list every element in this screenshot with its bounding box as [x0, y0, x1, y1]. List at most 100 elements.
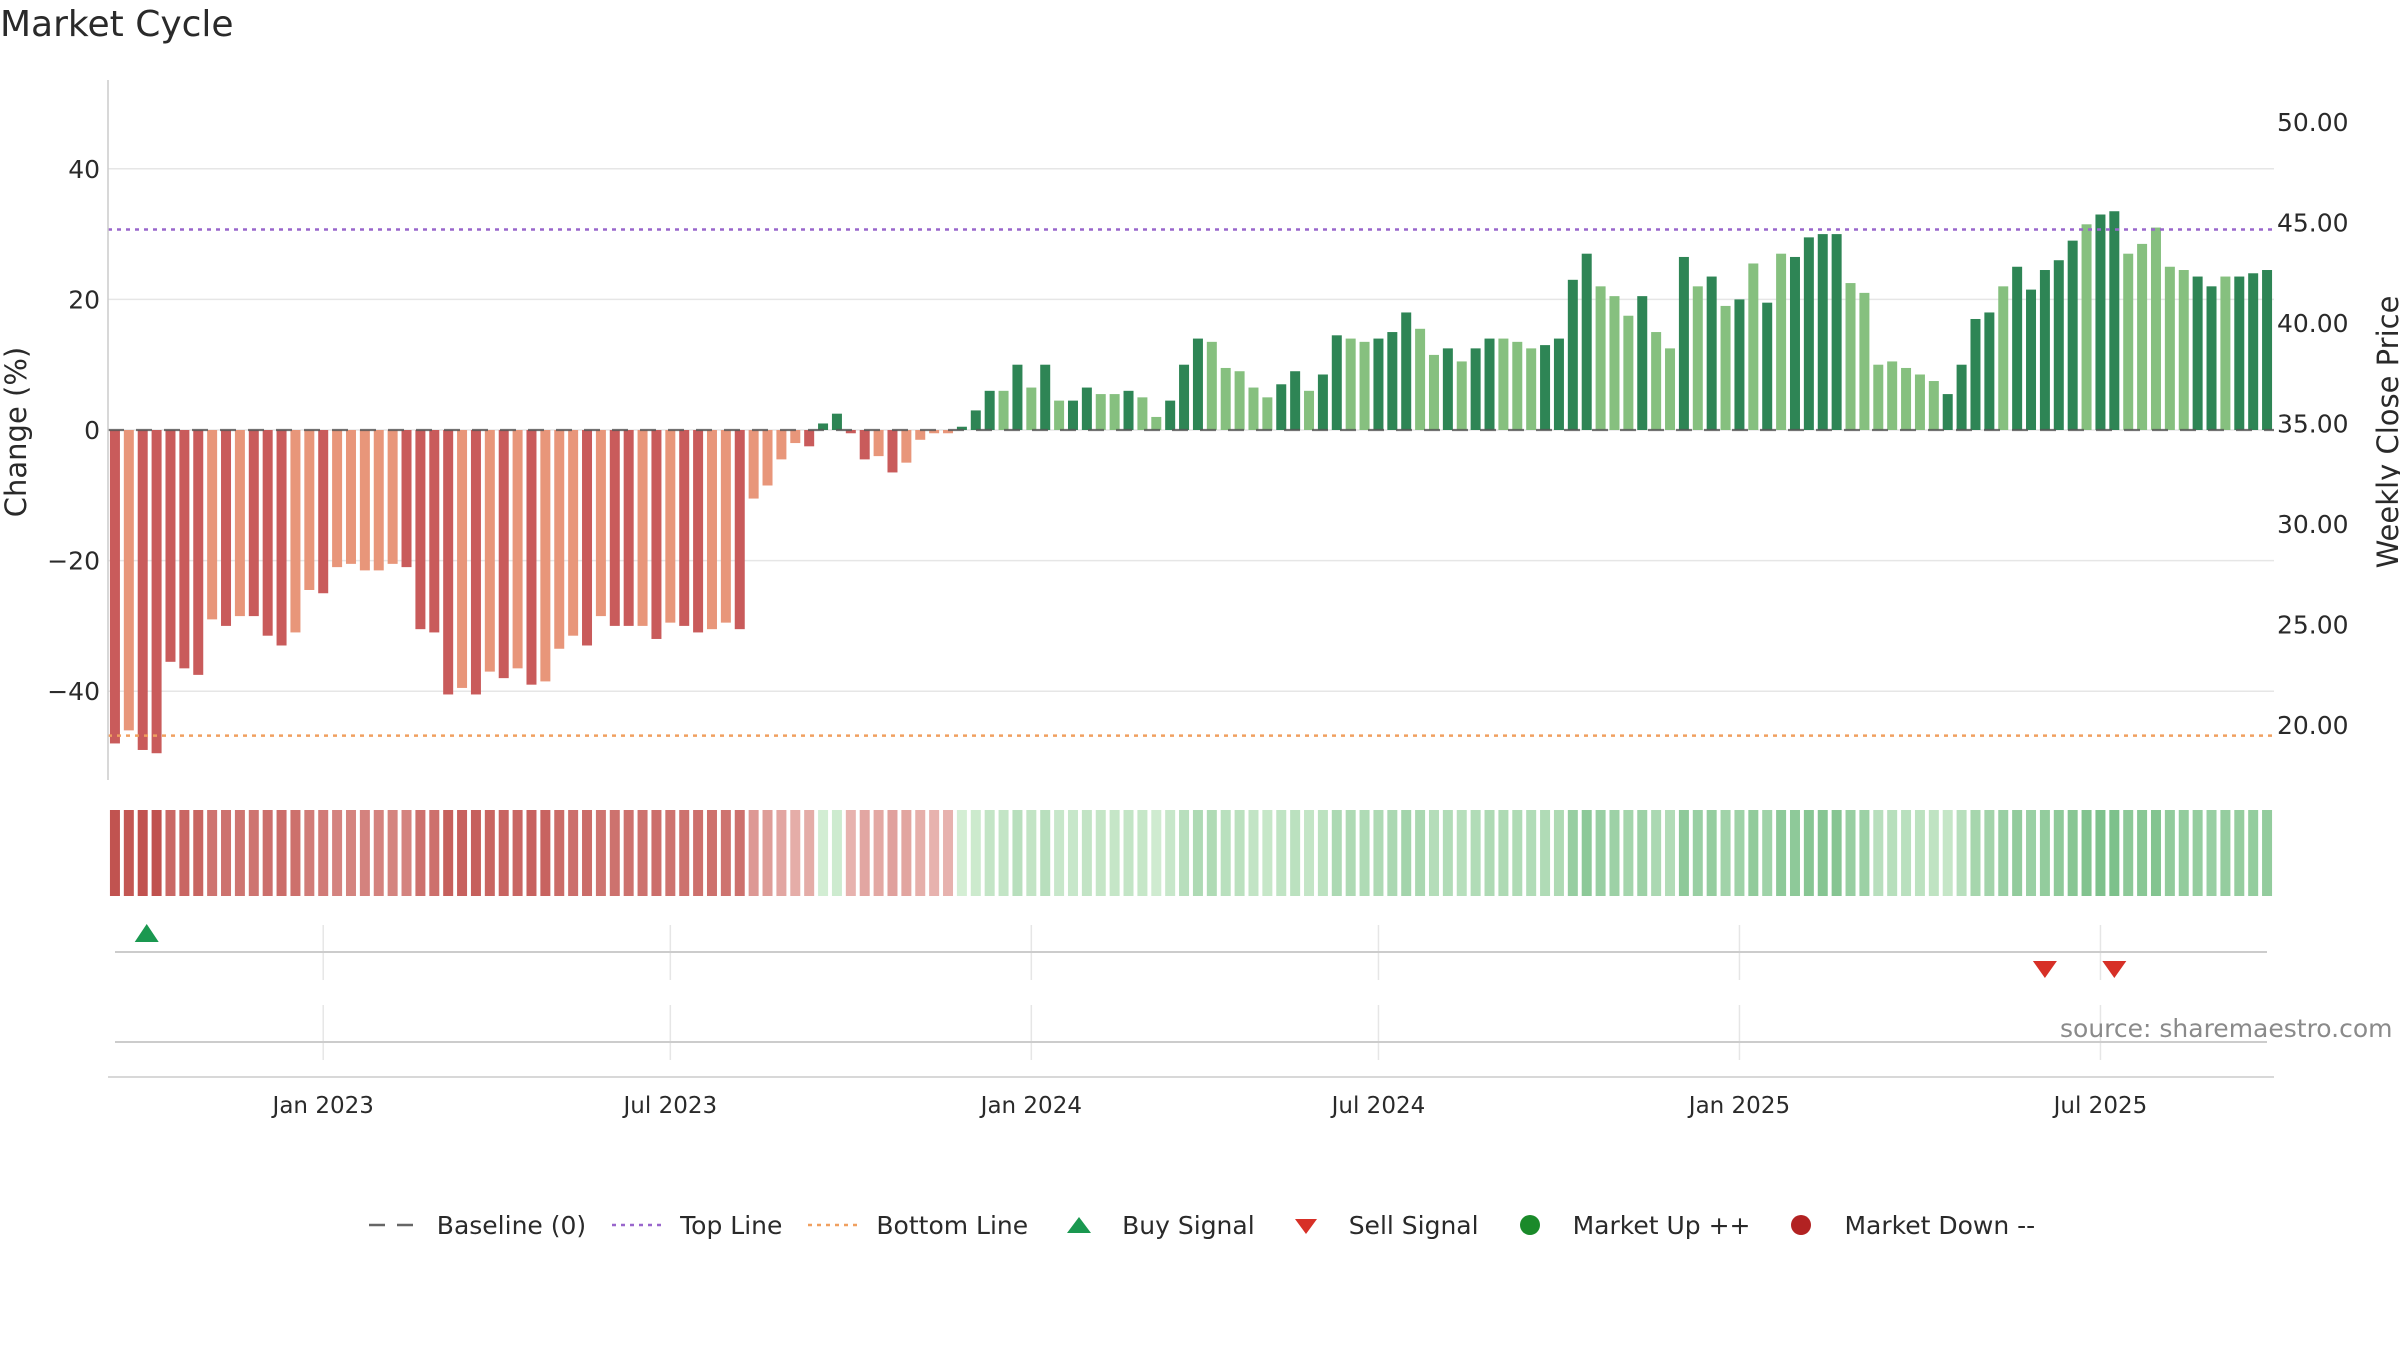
axes: 40 20 0 −20 −40 50.00 45.00 40.00 35.00 30.00 25.0…	[47, 80, 2349, 1119]
legend-label: Sell Signal	[1348, 1210, 1479, 1240]
bars	[109, 211, 2273, 754]
bar	[1387, 332, 1398, 430]
bar	[1304, 390, 1315, 430]
legend-symbol-triangle-up-green	[1067, 1217, 1092, 1233]
heat-strip-cell	[1762, 810, 1773, 896]
heat-strip-cell	[1914, 810, 1925, 896]
bar	[1762, 302, 1773, 430]
heat-strip-cell	[262, 810, 273, 896]
heat-strip-cell	[665, 810, 676, 896]
bar	[1776, 253, 1787, 430]
bar	[2109, 211, 2120, 430]
bar	[248, 430, 259, 617]
heat-strip-cell	[1512, 810, 1523, 896]
heat-strip-cell	[915, 810, 926, 896]
bar	[1720, 305, 1731, 430]
heat-strip-cell	[1456, 810, 1467, 896]
bar	[165, 430, 176, 662]
heat-strip-cell	[1984, 810, 1995, 896]
heat-strip-cell	[1345, 810, 1356, 896]
heat-strip-cell	[1137, 810, 1148, 896]
heat-strip-cell	[1054, 810, 1065, 896]
heat-strip-cell	[1609, 810, 1620, 896]
bar	[2150, 227, 2161, 430]
bar	[554, 430, 565, 649]
heat-strip-cell	[2081, 810, 2092, 896]
heat-strip-cell	[2053, 810, 2064, 896]
bar	[568, 430, 579, 636]
heat-strip-cell	[1359, 810, 1370, 896]
bar	[470, 430, 481, 695]
x-tick-label: Jan 2023	[271, 1093, 374, 1119]
bar	[873, 430, 884, 457]
bar	[1803, 237, 1814, 430]
heat-strip-cell	[359, 810, 370, 896]
heat-strip-cell	[2220, 810, 2231, 896]
bar	[2248, 273, 2259, 430]
bar	[1151, 416, 1162, 430]
bar	[748, 430, 759, 499]
heat-strip-cell	[1651, 810, 1662, 896]
heat-strip-cell	[1095, 810, 1106, 896]
bar	[582, 430, 593, 646]
heat-strip-cell	[2262, 810, 2273, 896]
heat-strip-cell	[1428, 810, 1439, 896]
heat-strip-cell	[859, 810, 870, 896]
heat-strip-cell	[1706, 810, 1717, 896]
heat-strip-cell	[1165, 810, 1176, 896]
bar	[1942, 394, 1953, 430]
heat-strip-cell	[484, 810, 495, 896]
legend: Baseline (0) Top Line Bottom Line Buy Signa…	[0, 1200, 2400, 1250]
heat-strip-cell	[1220, 810, 1231, 896]
bar	[1581, 253, 1592, 430]
bar	[845, 430, 856, 434]
heat-strip-cell	[1206, 810, 1217, 896]
bar	[693, 430, 704, 633]
bar	[401, 430, 412, 568]
heat-strip-cell	[2178, 810, 2189, 896]
heat-strip-cell	[151, 810, 162, 896]
heat-strip-cell	[1734, 810, 1745, 896]
heat-strip-cell	[2192, 810, 2203, 896]
heat-strip-cell	[1401, 810, 1412, 896]
heat-strip-cell	[1192, 810, 1203, 896]
heat-strip-cell	[1026, 810, 1037, 896]
heat-strip-cell	[526, 810, 537, 896]
bar	[2026, 289, 2037, 430]
bar	[512, 430, 523, 669]
bar	[1623, 315, 1634, 430]
legend-label: Buy Signal	[1122, 1210, 1255, 1240]
heat-strip-cell	[762, 810, 773, 896]
heat-strip-cell	[1387, 810, 1398, 896]
heat-strip-cell	[498, 810, 509, 896]
legend-item: Top Line	[608, 1211, 782, 1240]
bar	[1331, 335, 1342, 430]
heat-strip-cell	[1873, 810, 1884, 896]
heat-strip-cell	[1151, 810, 1162, 896]
heat-strip-cell	[165, 810, 176, 896]
heat-strip-cell	[1859, 810, 1870, 896]
bar	[1359, 341, 1370, 430]
heat-strip-cell	[1248, 810, 1259, 896]
bar	[901, 430, 912, 463]
bar	[1540, 345, 1551, 430]
y-right-tick-label: 25.00	[2277, 611, 2349, 640]
bar	[429, 430, 440, 633]
heat-strip-cell	[415, 810, 426, 896]
bar	[332, 430, 343, 568]
bar	[359, 430, 370, 571]
heat-strip-cell	[221, 810, 232, 896]
heat-strip-cell	[2095, 810, 2106, 896]
heat-strip-cell	[137, 810, 148, 896]
legend-label: Baseline (0)	[436, 1210, 587, 1240]
legend-label: Market Down --	[1844, 1210, 2036, 1240]
bar	[1040, 364, 1051, 430]
bar	[665, 430, 676, 623]
heat-strip-cell	[276, 810, 287, 896]
bar	[1984, 312, 1995, 430]
bar	[831, 413, 842, 430]
heat-strip-cell	[2234, 810, 2245, 896]
heat-strip-cell	[554, 810, 565, 896]
bar	[1637, 296, 1648, 430]
heat-strip-cell	[1290, 810, 1301, 896]
